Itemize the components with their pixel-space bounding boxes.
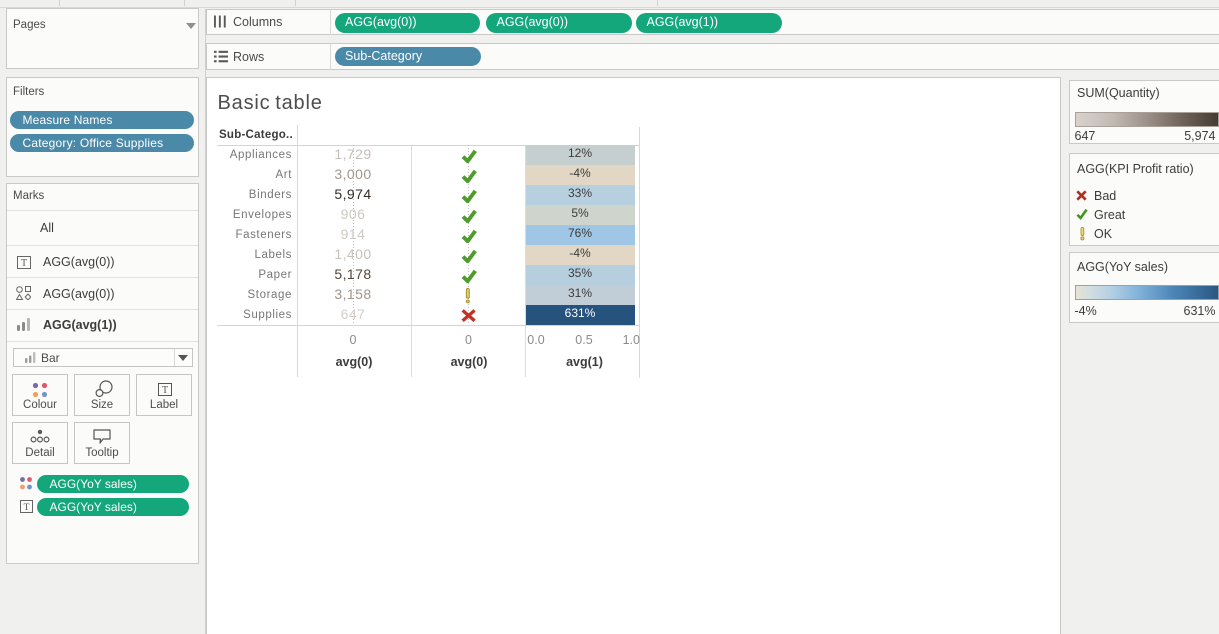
svg-text:T: T bbox=[161, 385, 167, 396]
svg-text:T: T bbox=[24, 503, 30, 513]
svg-text:T: T bbox=[21, 258, 27, 269]
